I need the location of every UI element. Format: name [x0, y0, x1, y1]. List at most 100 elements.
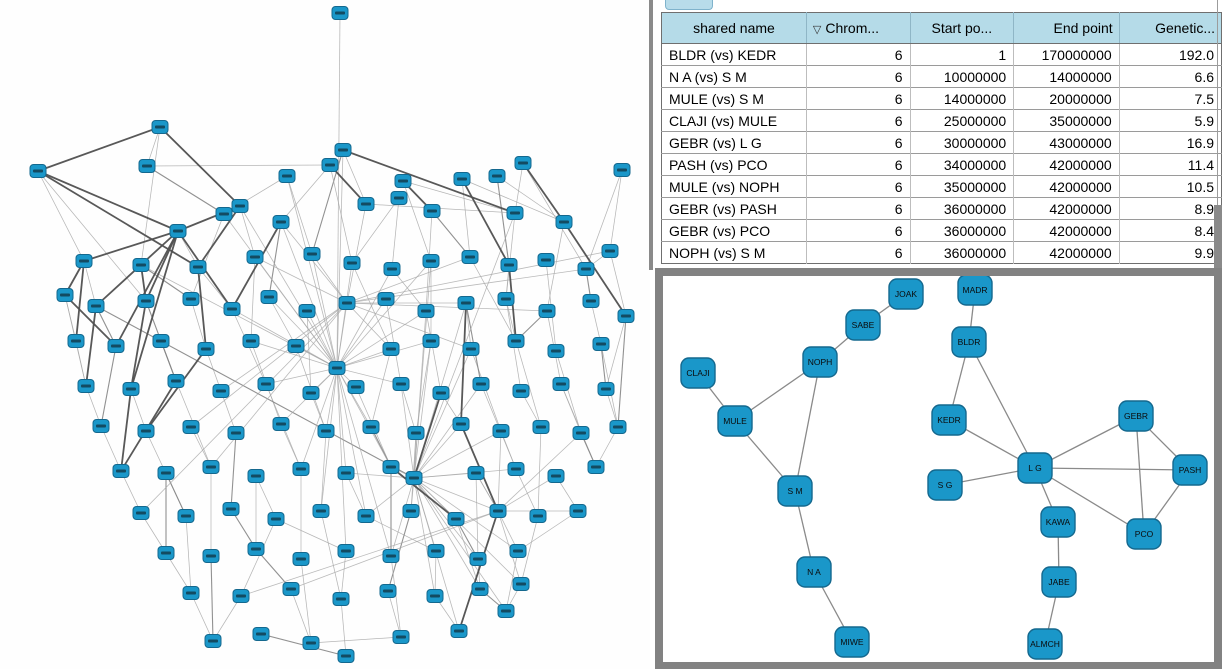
- network-node[interactable]: [282, 582, 300, 596]
- table-cell[interactable]: 1: [909, 43, 1014, 66]
- network-node[interactable]: [302, 386, 320, 400]
- network-node[interactable]: [152, 334, 170, 348]
- network-node[interactable]: [227, 426, 245, 440]
- table-cell[interactable]: 6: [805, 175, 910, 198]
- network-node[interactable]: [112, 464, 130, 478]
- network-node[interactable]: [242, 334, 260, 348]
- network-node[interactable]: [347, 380, 365, 394]
- network-node[interactable]: [457, 296, 475, 310]
- table-cell[interactable]: 6: [805, 219, 910, 242]
- network-node[interactable]: [572, 426, 590, 440]
- network-node[interactable]: [613, 163, 631, 177]
- network-node[interactable]: [382, 342, 400, 356]
- network-node[interactable]: [202, 549, 220, 563]
- network-node[interactable]: [423, 204, 441, 218]
- network-node[interactable]: [260, 290, 278, 304]
- node-shape[interactable]: [1041, 566, 1077, 598]
- table-cell[interactable]: 16.9: [1118, 131, 1222, 154]
- network-node[interactable]: [215, 207, 233, 221]
- node-shape[interactable]: [680, 357, 716, 389]
- graph-node-joak[interactable]: JOAK: [888, 278, 924, 310]
- graph-node-jabe[interactable]: JABE: [1041, 566, 1077, 598]
- network-node[interactable]: [232, 589, 250, 603]
- network-node[interactable]: [87, 299, 105, 313]
- table-cell[interactable]: 6: [805, 43, 910, 66]
- table-cell[interactable]: 42000000: [1013, 219, 1120, 242]
- table-cell[interactable]: 35000000: [1013, 109, 1120, 132]
- network-node[interactable]: [92, 419, 110, 433]
- network-node[interactable]: [292, 552, 310, 566]
- graph-node-n-a[interactable]: N A: [796, 556, 832, 588]
- table-row[interactable]: N A (vs) S M 6 10000000 14000000 6.6: [661, 65, 1222, 88]
- network-node[interactable]: [278, 169, 296, 183]
- table-row[interactable]: GEBR (vs) PCO 6 36000000 42000000 8.4: [661, 219, 1222, 242]
- node-shape[interactable]: [951, 326, 987, 358]
- table-cell[interactable]: MULE (vs) NOPH: [661, 175, 807, 198]
- network-node[interactable]: [298, 304, 316, 318]
- network-node[interactable]: [204, 634, 222, 648]
- network-node[interactable]: [328, 361, 346, 375]
- table-row[interactable]: GEBR (vs) L G 6 30000000 43000000 16.9: [661, 131, 1222, 154]
- table-cell[interactable]: 9.9: [1118, 241, 1222, 264]
- network-node[interactable]: [382, 460, 400, 474]
- filter-icon[interactable]: ▽: [812, 24, 822, 36]
- table-row[interactable]: MULE (vs) S M 6 14000000 20000000 7.5: [661, 87, 1222, 110]
- network-node[interactable]: [338, 296, 356, 310]
- graph-node-claji[interactable]: CLAJI: [680, 357, 716, 389]
- network-node[interactable]: [182, 420, 200, 434]
- table-cell[interactable]: N A (vs) S M: [661, 65, 807, 88]
- network-node[interactable]: [426, 589, 444, 603]
- table-cell[interactable]: 42000000: [1013, 241, 1120, 264]
- network-node[interactable]: [157, 466, 175, 480]
- graph-node-kedr[interactable]: KEDR: [931, 404, 967, 436]
- network-node[interactable]: [177, 509, 195, 523]
- network-node[interactable]: [247, 542, 265, 556]
- network-node[interactable]: [169, 224, 187, 238]
- table-cell[interactable]: 6: [805, 65, 910, 88]
- network-node[interactable]: [407, 426, 425, 440]
- node-shape[interactable]: [1040, 506, 1076, 538]
- table-cell[interactable]: 25000000: [909, 109, 1014, 132]
- network-node[interactable]: [337, 544, 355, 558]
- network-node[interactable]: [252, 627, 270, 641]
- table-cell[interactable]: 170000000: [1013, 43, 1120, 66]
- network-node[interactable]: [75, 254, 93, 268]
- column-header-start-po[interactable]: Start po...: [909, 12, 1014, 44]
- network-node[interactable]: [77, 379, 95, 393]
- overview-network-canvas[interactable]: [0, 0, 650, 669]
- network-node[interactable]: [452, 417, 470, 431]
- panel-splitter[interactable]: [649, 0, 653, 270]
- network-node[interactable]: [582, 294, 600, 308]
- network-node[interactable]: [212, 384, 230, 398]
- table-cell[interactable]: 20000000: [1013, 87, 1120, 110]
- network-node[interactable]: [489, 504, 507, 518]
- table-cell[interactable]: GEBR (vs) L G: [661, 131, 807, 154]
- node-shape[interactable]: [1017, 452, 1053, 484]
- table-cell[interactable]: 6: [805, 87, 910, 110]
- network-node[interactable]: [422, 334, 440, 348]
- column-header-end-point[interactable]: End point: [1013, 12, 1120, 44]
- network-node[interactable]: [569, 504, 587, 518]
- graph-node-mule[interactable]: MULE: [717, 405, 753, 437]
- detail-network-canvas[interactable]: JOAK MADR SABE BLDR NOPH CLAJI MULE KEDR GEBR L G…: [663, 274, 1214, 662]
- network-node[interactable]: [247, 469, 265, 483]
- network-node[interactable]: [138, 159, 156, 173]
- graph-node-madr[interactable]: MADR: [957, 274, 993, 306]
- network-node[interactable]: [383, 262, 401, 276]
- network-node[interactable]: [488, 169, 506, 183]
- network-node[interactable]: [514, 156, 532, 170]
- network-node[interactable]: [427, 544, 445, 558]
- network-node[interactable]: [287, 339, 305, 353]
- network-node[interactable]: [432, 386, 450, 400]
- network-node[interactable]: [107, 339, 125, 353]
- table-cell[interactable]: 6: [805, 153, 910, 176]
- network-node[interactable]: [507, 462, 525, 476]
- table-row[interactable]: GEBR (vs) PASH 6 36000000 42000000 8.9: [661, 197, 1222, 220]
- table-cell[interactable]: 11.4: [1118, 153, 1222, 176]
- table-cell[interactable]: BLDR (vs) KEDR: [661, 43, 807, 66]
- node-shape[interactable]: [1118, 400, 1154, 432]
- network-node[interactable]: [529, 509, 547, 523]
- table-cell[interactable]: 14000000: [1013, 65, 1120, 88]
- column-header-chrom[interactable]: ▽ Chrom...: [805, 12, 910, 44]
- network-node[interactable]: [497, 292, 515, 306]
